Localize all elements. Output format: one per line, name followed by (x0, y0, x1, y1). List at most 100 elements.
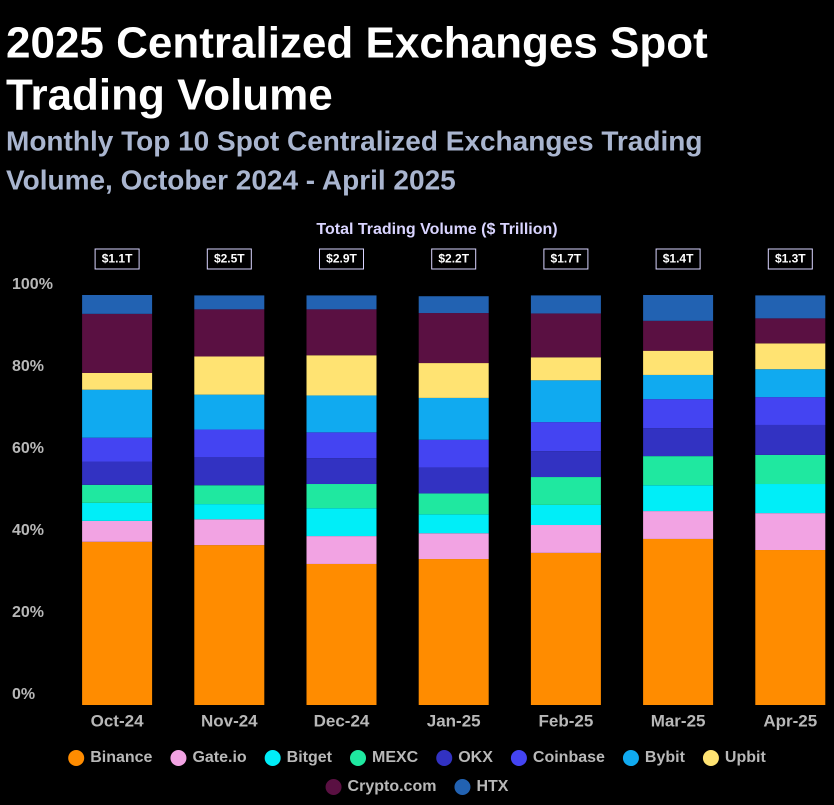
bar-segment (82, 313, 153, 373)
legend-marker (170, 750, 187, 766)
bar-segment (82, 484, 153, 503)
total-box (206, 248, 252, 270)
bar-segment (530, 504, 601, 526)
bar-segment (306, 432, 377, 459)
legend-label: Bybit (645, 749, 686, 766)
bar-segment (194, 295, 265, 310)
y-tick-label: 100% (12, 276, 53, 293)
total-label: $1.3T (775, 252, 806, 266)
bar-segment (755, 295, 826, 319)
bar-segment (643, 350, 714, 375)
bar-segment (755, 424, 826, 455)
bar-segment (643, 374, 714, 400)
bar-segment (755, 550, 826, 705)
bar-segment (418, 514, 489, 534)
bar-segment (306, 295, 377, 310)
bar-segment (194, 394, 265, 430)
bar-segment (418, 397, 489, 440)
x-tick-label: Oct-24 (91, 711, 144, 730)
total-label: $2.2T (438, 252, 469, 266)
total-box (94, 248, 140, 270)
bar-segment (306, 536, 377, 564)
y-tick-label: 0% (12, 686, 35, 703)
bar-segment (82, 389, 153, 438)
bar-segment (418, 439, 489, 468)
bar-segment (643, 320, 714, 351)
legend-label: MEXC (372, 749, 419, 766)
total-label: $1.1T (102, 252, 133, 266)
legend-label: OKX (458, 749, 493, 766)
bar-segment (755, 513, 826, 551)
bar-segment (82, 520, 153, 542)
bar-segment (530, 295, 601, 314)
y-tick-label: 40% (12, 522, 44, 539)
bar-segment (643, 538, 714, 705)
total-label: $2.9T (326, 252, 357, 266)
bar-segment (306, 458, 377, 485)
bar-segment (755, 369, 826, 398)
legend-marker (454, 779, 471, 795)
bar-segment (194, 309, 265, 357)
bar-segment (530, 380, 601, 423)
legend-label: Binance (90, 749, 152, 766)
bar-segment (194, 356, 265, 395)
bar-segment (418, 313, 489, 364)
bar-segment (82, 541, 153, 705)
x-tick-label: Nov-24 (201, 711, 258, 730)
bar-segment (306, 395, 377, 433)
bar-segment (530, 525, 601, 553)
bar-segment (643, 485, 714, 512)
legend-marker (702, 750, 719, 766)
bar-segment (306, 563, 377, 705)
bar-segment (418, 363, 489, 398)
bar-segment (755, 454, 826, 485)
annotation-title: Total Trading Volume ($ Trillion) (316, 221, 557, 238)
legend-marker (264, 750, 281, 766)
bar-segment (306, 309, 377, 356)
bar-segment (643, 399, 714, 429)
bar-segment (82, 295, 153, 314)
total-box (767, 248, 813, 270)
x-tick-label: Feb-25 (539, 711, 594, 730)
y-tick-label: 60% (12, 440, 44, 457)
legend-marker (68, 750, 85, 766)
total-box (319, 248, 364, 270)
total-label: $1.7T (551, 252, 582, 266)
x-tick-label: Jan-25 (427, 711, 481, 730)
bar-segment (755, 318, 826, 344)
x-tick-label: Dec-24 (314, 711, 370, 730)
legend-marker (622, 750, 639, 766)
y-tick-label: 80% (12, 358, 44, 375)
bar-segment (194, 485, 265, 505)
legend-marker (510, 750, 527, 766)
chart-subtitle: Volume, October 2024 - April 2025 (6, 164, 456, 195)
bar-segment (194, 429, 265, 458)
bar-segment (194, 504, 265, 520)
bar-segment (418, 533, 489, 560)
bar-segment (418, 559, 489, 705)
bar-segment (530, 552, 601, 705)
bar-segment (82, 437, 153, 462)
bar-segment (530, 313, 601, 358)
legend-label: Crypto.com (348, 778, 437, 795)
legend-marker (325, 779, 342, 795)
x-tick-label: Apr-25 (763, 711, 817, 730)
bar-segment (194, 519, 265, 546)
legend-marker (436, 750, 453, 766)
bar-segment (530, 477, 601, 505)
bar-segment (306, 484, 377, 509)
bar-segment (194, 545, 265, 705)
y-tick-label: 20% (12, 604, 44, 621)
bar-segment (755, 343, 826, 370)
bar-segment (643, 511, 714, 539)
legend-label: Coinbase (533, 749, 605, 766)
bar-segment (82, 372, 153, 390)
chart-title: Trading Volume (6, 71, 333, 120)
bar-segment (82, 461, 153, 485)
total-box (543, 248, 589, 270)
legend-label: HTX (476, 778, 508, 795)
total-label: $1.4T (663, 252, 694, 266)
bar-segment (643, 428, 714, 457)
